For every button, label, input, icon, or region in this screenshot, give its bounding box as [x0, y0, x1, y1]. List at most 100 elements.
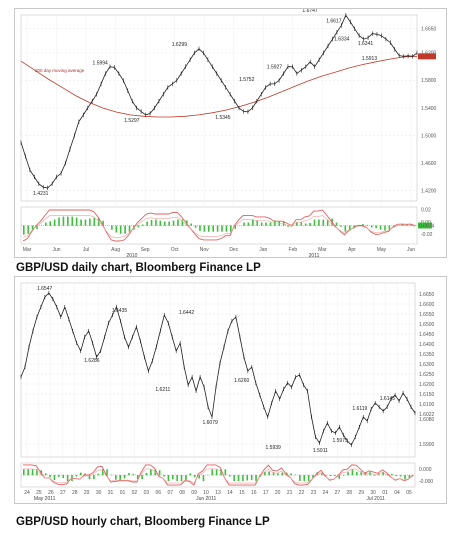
oscillator-bar: [137, 225, 140, 228]
oscillator-bar: [84, 473, 86, 476]
oscillator-readout-box: [418, 222, 432, 229]
oscillator-bar: [211, 469, 214, 476]
oscillator-bar: [27, 225, 30, 234]
oscillator-bar: [322, 219, 325, 226]
oscillator-bar: [309, 222, 311, 226]
oscillator-bar: [287, 225, 289, 227]
oscillator-bar: [250, 475, 253, 481]
x-tick-label: 30: [370, 490, 376, 496]
oscillator-tick-label: -0.000: [419, 479, 433, 485]
oscillator-bar: [247, 222, 250, 226]
price-annotation: 1.6299: [172, 42, 188, 48]
oscillator-bar: [320, 472, 323, 476]
x-tick-label: Mar: [318, 247, 327, 253]
oscillator-bar: [340, 225, 342, 227]
x-tick-label: Jan: [259, 247, 267, 253]
x-tick-label: Oct: [171, 247, 179, 253]
oscillator-bar: [252, 219, 254, 226]
oscillator-bar: [362, 224, 364, 226]
oscillator-bar: [93, 475, 95, 480]
x-tick-label: 10: [203, 490, 209, 496]
oscillator-bar: [75, 217, 78, 226]
oscillator-bar: [163, 221, 166, 226]
x-tick-label: Jun: [53, 247, 61, 253]
oscillator-bar: [155, 219, 157, 226]
oscillator-signal-line: [22, 209, 416, 242]
oscillator-bar: [101, 469, 104, 476]
y-tick-label: 1.4200: [421, 188, 437, 194]
x-tick-label: Sep: [141, 247, 150, 253]
price-annotation: 1.6119: [352, 406, 367, 412]
y-tick-label: 1.6200: [419, 382, 435, 388]
oscillator-bar: [246, 475, 249, 481]
oscillator-bar: [370, 225, 373, 228]
oscillator-bar: [66, 475, 69, 482]
oscillator-bar: [325, 475, 327, 476]
oscillator-bar: [404, 475, 406, 480]
x-tick-label: 27: [60, 490, 66, 496]
price-annotation: 1.6211: [155, 387, 170, 393]
oscillator-bar: [335, 222, 338, 226]
y-tick-label: 1.6300: [419, 362, 435, 368]
y-tick-label: 1.6100: [419, 402, 435, 408]
price-annotation: 1.6260: [234, 378, 250, 384]
moving-average-label: 200 day moving average: [35, 68, 85, 73]
oscillator-bar: [158, 470, 161, 476]
x-tick-label: Mar: [23, 247, 32, 253]
oscillator-bar: [272, 472, 275, 476]
oscillator-bar: [132, 473, 135, 476]
y-tick-label: 1.6350: [419, 352, 435, 358]
oscillator-bar: [326, 219, 329, 226]
oscillator-bar: [202, 475, 205, 482]
oscillator-bar: [163, 475, 165, 477]
oscillator-bar: [49, 475, 51, 478]
oscillator-bar: [221, 225, 223, 232]
x-tick-label: 29: [358, 490, 364, 496]
y-tick-label: 1.6150: [419, 392, 435, 398]
oscillator-bar: [307, 475, 310, 482]
oscillator-bar: [401, 224, 404, 226]
x-tick-label: 29: [84, 490, 90, 496]
oscillator-bar: [356, 471, 358, 476]
oscillator-bar: [313, 219, 316, 226]
oscillator-bar: [119, 475, 122, 482]
oscillator-bar: [36, 225, 38, 229]
oscillator-bar: [373, 475, 376, 476]
oscillator-bar: [303, 475, 306, 482]
oscillator-bar: [281, 472, 284, 476]
oscillator-bar: [119, 225, 122, 234]
oscillator-bar: [316, 472, 319, 476]
oscillator-bar: [123, 475, 126, 479]
x-tick-label: 30: [96, 490, 102, 496]
price-annotation: 1.5297: [124, 118, 140, 124]
oscillator-tick-label: 0.02: [421, 207, 431, 213]
oscillator-bar: [180, 475, 183, 482]
hourly-chart-panel: 1.6650 1.6600 1.6550 1.6500 1.6450 1.6400 1.63…: [14, 276, 447, 504]
oscillator-bar: [110, 474, 113, 476]
oscillator-bar: [290, 473, 292, 476]
oscillator-bar: [207, 225, 210, 232]
y-tick-label: 1.5400: [421, 106, 437, 112]
oscillator-bar: [216, 225, 219, 232]
x-tick-label: 31: [108, 490, 114, 496]
oscillator-bar: [171, 475, 174, 480]
oscillator-bar: [58, 475, 60, 477]
oscillator-bar: [212, 225, 214, 232]
oscillator-bar: [395, 475, 398, 477]
oscillator-bar: [193, 475, 196, 478]
oscillator-bar: [111, 225, 113, 230]
oscillator-bar: [159, 220, 162, 226]
oscillator-bar: [62, 475, 65, 479]
oscillator-bar: [375, 225, 377, 229]
y-tick-label: 1.6550: [419, 312, 435, 318]
oscillator-bar: [136, 475, 139, 480]
oscillator-bar: [58, 217, 60, 226]
x-tick-label: 24: [323, 490, 329, 496]
oscillator-bar: [277, 473, 279, 476]
price-line: [20, 292, 416, 446]
price-annotation: 1.5752: [239, 77, 255, 83]
oscillator-bar: [300, 222, 303, 226]
oscillator-bar: [304, 223, 307, 226]
y-tick-label: 1.6650: [421, 27, 437, 33]
oscillator-bar: [225, 225, 228, 232]
